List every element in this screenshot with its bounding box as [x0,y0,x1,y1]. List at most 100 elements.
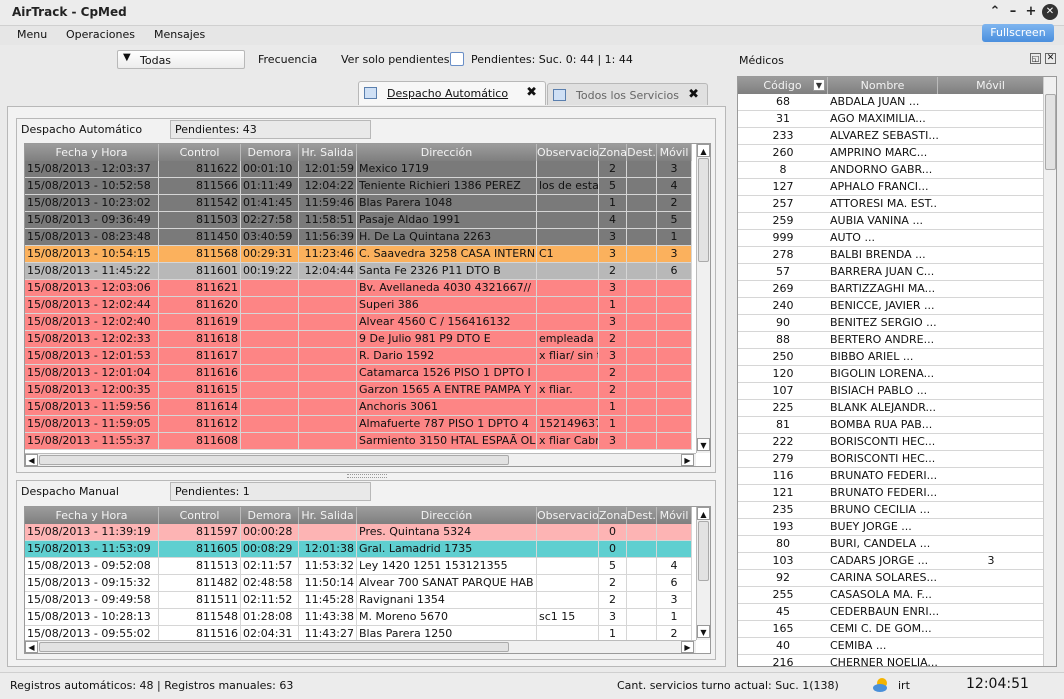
table-row[interactable]: 15/08/2013 - 11:53:09 811605 00:08:29 12:01… [25,541,692,558]
table-row[interactable]: 15/08/2013 - 12:01:53 811617 R. Dario 1592… [25,348,692,365]
table-row[interactable]: 103 CADARS JORGE ... 3 [738,553,1044,570]
table-row[interactable]: 15/08/2013 - 12:02:44 811620 Superi 386 1 [25,297,692,314]
close-button[interactable]: ✕ [1042,4,1058,20]
scroll-up-icon[interactable]: ▲ [697,144,710,157]
col-control[interactable]: Control [159,507,241,524]
sort-down-icon[interactable]: ▼ [813,79,825,91]
table-row[interactable]: 235 BRUNO CECILIA ... [738,502,1044,519]
scroll-thumb[interactable] [39,455,509,465]
filter-dropdown[interactable]: ▼ Todas [117,50,245,69]
close-tab-icon[interactable]: ✖ [526,85,537,100]
table-row[interactable]: 278 BALBI BRENDA ... [738,247,1044,264]
table-row[interactable]: 127 APHALO FRANCI... [738,179,1044,196]
table-row[interactable]: 81 BOMBA RUA PAB... [738,417,1044,434]
table-row[interactable]: 15/08/2013 - 10:23:02 811542 01:41:45 11:59… [25,195,692,212]
col-control[interactable]: Control [159,144,241,161]
col-fecha-hora[interactable]: Fecha y Hora [25,144,159,161]
table-row[interactable]: 222 BORISCONTI HEC... [738,434,1044,451]
col-fecha-hora[interactable]: Fecha y Hora [25,507,159,524]
manual-vscroll[interactable]: ▲ ▼ [696,507,710,640]
col-movil[interactable]: Móvil [657,144,692,161]
table-row[interactable]: 15/08/2013 - 08:23:48 811450 03:40:59 11:56… [25,229,692,246]
table-row[interactable]: 279 BORISCONTI HEC... [738,451,1044,468]
scroll-left-icon[interactable]: ◀ [25,454,38,466]
menu-item-mensajes[interactable]: Mensajes [154,28,206,41]
table-row[interactable]: 193 BUEY JORGE ... [738,519,1044,536]
table-row[interactable]: 15/08/2013 - 10:54:15 811568 00:29:31 11:23… [25,246,692,263]
table-row[interactable]: 255 CASASOLA MA. F... [738,587,1044,604]
table-row[interactable]: 165 CEMI C. DE GOM... [738,621,1044,638]
minimize-button[interactable]: – [1009,4,1017,19]
table-row[interactable]: 240 BENICCE, JAVIER ... [738,298,1044,315]
table-row[interactable]: 15/08/2013 - 12:02:33 811618 9 De Julio 98… [25,331,692,348]
table-row[interactable]: 216 CHERNER NOELIA... [738,655,1044,666]
table-row[interactable]: 15/08/2013 - 11:55:37 811608 Sarmiento 315… [25,433,692,450]
col-direccion[interactable]: Dirección [357,144,537,161]
table-row[interactable]: 15/08/2013 - 11:59:05 811612 Almafuerte 78… [25,416,692,433]
scroll-thumb[interactable] [39,642,509,652]
col-demora[interactable]: Demora [241,144,299,161]
restore-panel-icon[interactable]: ◱ [1030,53,1041,64]
scroll-thumb[interactable] [1045,94,1056,170]
table-row[interactable]: 15/08/2013 - 12:02:40 811619 Alvear 4560 C… [25,314,692,331]
table-row[interactable]: 260 AMPRINO MARC... [738,145,1044,162]
col-hr-salida[interactable]: Hr. Salida [299,144,357,161]
scroll-right-icon[interactable]: ▶ [681,641,694,653]
scroll-up-icon[interactable]: ▲ [697,507,710,520]
col-nombre[interactable]: Nombre [828,77,938,94]
manual-hscroll[interactable]: ◀ ▶ [25,640,696,653]
table-row[interactable]: 40 CEMIBA ... [738,638,1044,655]
table-row[interactable]: 121 BRUNATO FEDERI... [738,485,1044,502]
scroll-down-icon[interactable]: ▼ [697,438,710,451]
collapse-icon[interactable]: ⌃ [989,4,1001,19]
table-row[interactable]: 90 BENITEZ SERGIO ... [738,315,1044,332]
table-row[interactable]: 15/08/2013 - 10:52:58 811566 01:11:49 12:04… [25,178,692,195]
table-row[interactable]: 80 BURI, CANDELA ... [738,536,1044,553]
table-row[interactable]: 120 BIGOLIN LORENA... [738,366,1044,383]
maximize-button[interactable]: + [1025,4,1037,19]
tab-despacho-automatico[interactable]: Despacho Automático ✖ [358,81,546,105]
table-row[interactable]: 257 ATTORESI MA. EST... [738,196,1044,213]
table-row[interactable]: 15/08/2013 - 10:28:13 811548 01:28:08 11:43… [25,609,692,626]
table-row[interactable]: 15/08/2013 - 09:52:08 811513 02:11:57 11:53… [25,558,692,575]
table-row[interactable]: 45 CEDERBAUN ENRI... [738,604,1044,621]
tab-todos-los-servicios[interactable]: Todos los Servicios ✖ [547,83,708,105]
col-codigo[interactable]: Código ▼ [738,77,828,94]
fullscreen-button[interactable]: Fullscreen [982,24,1054,42]
table-row[interactable]: 225 BLANK ALEJANDR... [738,400,1044,417]
table-row[interactable]: 107 BISIACH PABLO ... [738,383,1044,400]
auto-hscroll[interactable]: ◀ ▶ [25,453,696,466]
scroll-thumb[interactable] [698,521,709,581]
table-row[interactable]: 15/08/2013 - 11:59:56 811614 Anchoris 3061… [25,399,692,416]
close-tab-icon[interactable]: ✖ [688,87,699,102]
table-row[interactable]: 999 AUTO ... [738,230,1044,247]
auto-vscroll[interactable]: ▲ ▼ [696,144,710,453]
col-observacion[interactable]: Observacion [537,144,599,161]
col-hr-salida[interactable]: Hr. Salida [299,507,357,524]
col-demora[interactable]: Demora [241,507,299,524]
medicos-vscroll[interactable] [1043,77,1056,666]
frecuencia-button[interactable]: Frecuencia [258,53,318,66]
table-row[interactable]: 15/08/2013 - 11:45:22 811601 00:19:22 12:04… [25,263,692,280]
scroll-left-icon[interactable]: ◀ [25,641,38,653]
col-dest[interactable]: Dest. [627,507,657,524]
table-row[interactable]: 88 BERTERO ANDRE... [738,332,1044,349]
menu-item-operaciones[interactable]: Operaciones [66,28,135,41]
table-row[interactable]: 15/08/2013 - 12:03:06 811621 Bv. Avellaned… [25,280,692,297]
table-row[interactable]: 15/08/2013 - 09:36:49 811503 02:27:58 11:58… [25,212,692,229]
col-observacion[interactable]: Observacion [537,507,599,524]
scroll-right-icon[interactable]: ▶ [681,454,694,466]
table-row[interactable]: 15/08/2013 - 09:15:32 811482 02:48:58 11:50… [25,575,692,592]
scroll-thumb[interactable] [698,158,709,262]
table-row[interactable]: 116 BRUNATO FEDERI... [738,468,1044,485]
table-row[interactable]: 250 BIBBO ARIEL ... [738,349,1044,366]
table-row[interactable]: 15/08/2013 - 12:03:37 811622 00:01:10 12:01… [25,161,692,178]
col-direccion[interactable]: Dirección [357,507,537,524]
table-row[interactable]: 15/08/2013 - 12:01:04 811616 Catamarca 152… [25,365,692,382]
table-row[interactable]: 57 BARRERA JUAN C... [738,264,1044,281]
table-row[interactable]: 259 AUBIA VANINA ... [738,213,1044,230]
table-row[interactable]: 8 ANDORNO GABR... [738,162,1044,179]
col-movil[interactable]: Móvil [657,507,692,524]
col-zona[interactable]: Zona [599,144,627,161]
table-row[interactable]: 68 ABDALA JUAN ... [738,94,1044,111]
